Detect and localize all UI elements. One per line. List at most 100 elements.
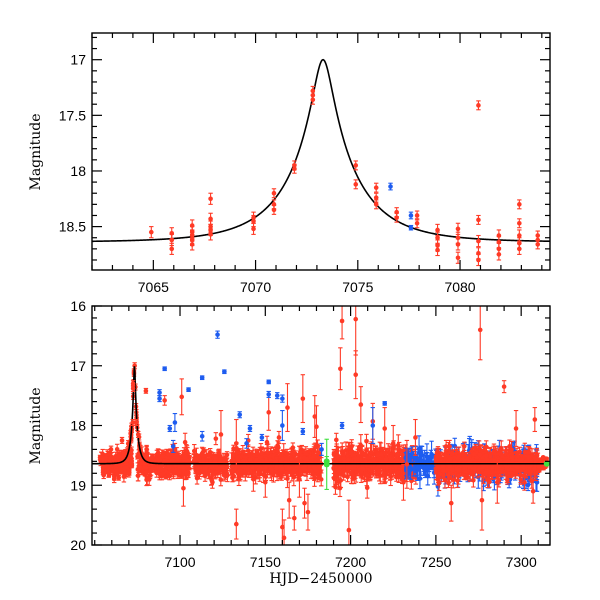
data-point-red (517, 199, 522, 210)
top-x-tick-label: 7075 (342, 279, 373, 295)
data-point-red (310, 94, 316, 105)
data-point-red-marker (175, 456, 180, 462)
top-x-tick-label: 7070 (240, 279, 271, 295)
data-point-red-marker (496, 252, 502, 257)
data-point-blue-marker (408, 225, 414, 231)
data-point-red (103, 454, 108, 463)
data-point-red-marker (271, 207, 277, 213)
data-point-red (455, 238, 461, 251)
data-point-blue (388, 182, 393, 191)
data-point-red-marker (394, 215, 399, 221)
data-point-red-marker (169, 246, 175, 252)
data-point-red (476, 100, 481, 111)
data-point-red-marker (373, 195, 379, 200)
top-y-tick-label: 18.5 (59, 219, 86, 235)
top-model-curve (92, 58, 550, 243)
data-point-red (535, 239, 541, 250)
data-point-red-marker (310, 97, 316, 103)
data-point-red (251, 214, 256, 228)
data-point-red (251, 222, 256, 235)
data-point-red-marker (122, 466, 127, 471)
data-point-red-marker (126, 471, 132, 477)
data-point-red (116, 452, 122, 461)
data-point-red-marker (191, 448, 197, 454)
data-point-red (476, 253, 481, 267)
data-point-red (208, 192, 213, 205)
top-plot-area (92, 58, 550, 267)
data-point-red-marker (517, 202, 522, 207)
data-point-red (414, 218, 420, 229)
data-point-red (353, 160, 359, 171)
top-frame (91, 32, 551, 271)
data-point-red-marker (517, 233, 522, 238)
data-point-red-marker (169, 237, 175, 243)
data-point-red-marker (116, 475, 121, 481)
data-point-red-marker (137, 465, 143, 470)
data-point-red-marker (116, 454, 122, 459)
data-point-red-marker (148, 229, 154, 235)
top-y-tick-label: 18 (70, 163, 86, 179)
data-point-red-marker (517, 246, 522, 252)
data-point-red-marker (455, 242, 461, 247)
data-point-red-marker (476, 238, 481, 244)
data-point-red-marker (373, 185, 379, 190)
data-point-red-marker (455, 226, 461, 232)
data-point-red-marker (182, 455, 188, 460)
data-point-red-marker (435, 227, 440, 233)
data-point-red (271, 188, 277, 199)
data-point-red-marker (217, 466, 222, 472)
data-point-red-marker (144, 475, 150, 481)
top-panel: 7065 7070 7075 7080 17 17.5 18 18.5 (59, 32, 551, 295)
top-x-tick-label: 7065 (138, 279, 169, 295)
data-point-red (353, 179, 359, 190)
data-point-red-marker (292, 166, 297, 172)
data-point-red-marker (435, 247, 440, 253)
data-point-red-marker (476, 217, 481, 223)
data-point-red-marker (353, 163, 359, 168)
data-point-red-marker (251, 226, 256, 232)
data-point-red (373, 182, 379, 193)
data-point-red-marker (373, 202, 379, 207)
bottom-plot-area (92, 306, 550, 545)
data-point-blue-marker (388, 184, 393, 189)
data-point-red (476, 234, 481, 248)
data-point-red-marker (517, 220, 522, 226)
data-point-red (435, 243, 440, 257)
data-point-red-marker (106, 470, 111, 476)
data-point-red-marker (121, 474, 127, 479)
data-point-red-marker (414, 213, 420, 218)
data-point-red-marker (114, 471, 120, 477)
data-point-red-marker (103, 456, 108, 461)
data-point-red (106, 467, 111, 478)
data-point-red-marker (189, 242, 195, 247)
data-point-blue (408, 211, 414, 220)
data-point-red (271, 204, 277, 215)
data-point-red (496, 248, 502, 261)
data-point-red (517, 218, 522, 229)
data-point-red-marker (210, 468, 215, 474)
data-point-red-marker (111, 476, 117, 482)
top-y-tick-label: 17 (70, 52, 86, 68)
data-point-red-marker (208, 216, 213, 222)
data-point-red (517, 242, 522, 255)
data-point-red (373, 199, 379, 210)
data-point-red (148, 226, 154, 239)
data-point-blue (408, 224, 414, 231)
data-point-red-marker (175, 469, 181, 474)
data-point-red-marker (169, 458, 175, 463)
data-point-red-marker (353, 182, 359, 187)
data-point-red-marker (128, 459, 134, 465)
top-y-tick-label: 17.5 (59, 107, 86, 123)
data-point-red-marker (165, 452, 171, 457)
data-point-red-marker (154, 470, 160, 476)
data-point-red (476, 214, 481, 225)
data-point-red (208, 228, 213, 241)
data-point-red-marker (435, 235, 440, 241)
data-point-red-marker (144, 469, 149, 475)
data-point-red-marker (271, 190, 277, 196)
data-point-red-marker (208, 196, 213, 202)
data-point-red-marker (200, 457, 206, 463)
data-point-red-marker (476, 257, 481, 263)
